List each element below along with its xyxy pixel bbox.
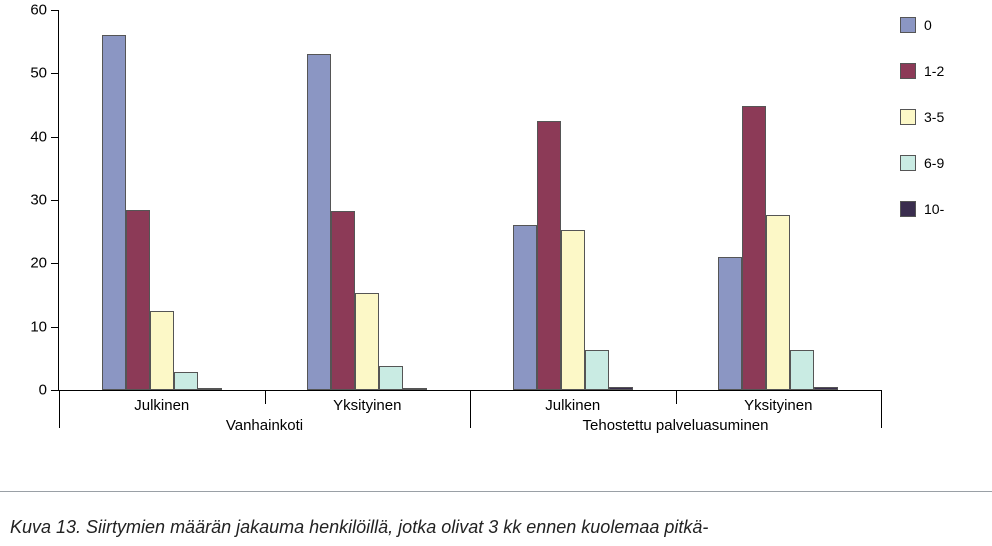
chart-area: 0102030405060JulkinenYksityinenJulkinenY…: [48, 0, 890, 440]
bar: [355, 293, 379, 390]
legend-item: 10-: [900, 186, 992, 232]
bar: [585, 350, 609, 390]
legend-label: 10-: [924, 201, 944, 217]
bar: [766, 215, 790, 390]
legend-label: 1-2: [924, 63, 944, 79]
y-axis-label: 60: [13, 2, 47, 19]
group-separator: [265, 390, 266, 404]
legend-label: 3-5: [924, 109, 944, 125]
y-tick: [51, 327, 59, 328]
bar: [742, 106, 766, 390]
bar: [150, 311, 174, 390]
legend-label: 0: [924, 17, 932, 33]
y-tick: [51, 10, 59, 11]
axis-end-tick: [881, 390, 882, 428]
group-label: Yksityinen: [744, 397, 812, 414]
legend-swatch: [900, 109, 916, 125]
figure-caption: Kuva 13. Siirtymien määrän jakauma henki…: [10, 517, 970, 538]
bar: [814, 387, 838, 390]
bar: [718, 257, 742, 390]
legend-item: 6-9: [900, 140, 992, 186]
legend-item: 1-2: [900, 48, 992, 94]
y-tick: [51, 263, 59, 264]
bar: [513, 225, 537, 390]
bar: [379, 366, 403, 390]
bar: [790, 350, 814, 390]
y-tick: [51, 200, 59, 201]
y-tick: [51, 390, 59, 391]
group-label: Julkinen: [134, 397, 189, 414]
plot-region: 0102030405060JulkinenYksityinenJulkinenY…: [58, 10, 881, 391]
bar: [403, 388, 427, 390]
group-separator: [676, 390, 677, 404]
bar: [537, 121, 561, 390]
bar: [609, 387, 633, 390]
group-label: Yksityinen: [333, 397, 401, 414]
legend: 0 1-2 3-5 6-9 10-: [900, 2, 992, 232]
legend-swatch: [900, 63, 916, 79]
supergroup-label: Tehostettu palveluasuminen: [583, 417, 769, 434]
y-tick: [51, 73, 59, 74]
legend-swatch: [900, 201, 916, 217]
supergroup-separator: [470, 390, 471, 428]
bar: [102, 35, 126, 390]
bar: [331, 211, 355, 390]
page: 0 10 20 30 40 50 60 Julkinen Yksityinen Julkinen Y…: [0, 0, 992, 546]
divider: [0, 491, 992, 492]
legend-label: 6-9: [924, 155, 944, 171]
bar: [174, 372, 198, 390]
y-axis-label: 50: [13, 65, 47, 82]
legend-item: 3-5: [900, 94, 992, 140]
y-axis-label: 40: [13, 128, 47, 145]
group-label: Julkinen: [545, 397, 600, 414]
legend-swatch: [900, 155, 916, 171]
bar: [198, 388, 222, 390]
y-tick: [51, 137, 59, 138]
y-axis-label: 20: [13, 255, 47, 272]
bar: [307, 54, 331, 390]
y-axis-label: 30: [13, 192, 47, 209]
y-axis-label: 10: [13, 318, 47, 335]
axis-end-tick: [59, 390, 60, 428]
legend-item: 0: [900, 2, 992, 48]
bar: [126, 210, 150, 391]
bar: [561, 230, 585, 390]
y-axis-label: 0: [13, 382, 47, 399]
supergroup-label: Vanhainkoti: [226, 417, 303, 434]
legend-swatch: [900, 17, 916, 33]
